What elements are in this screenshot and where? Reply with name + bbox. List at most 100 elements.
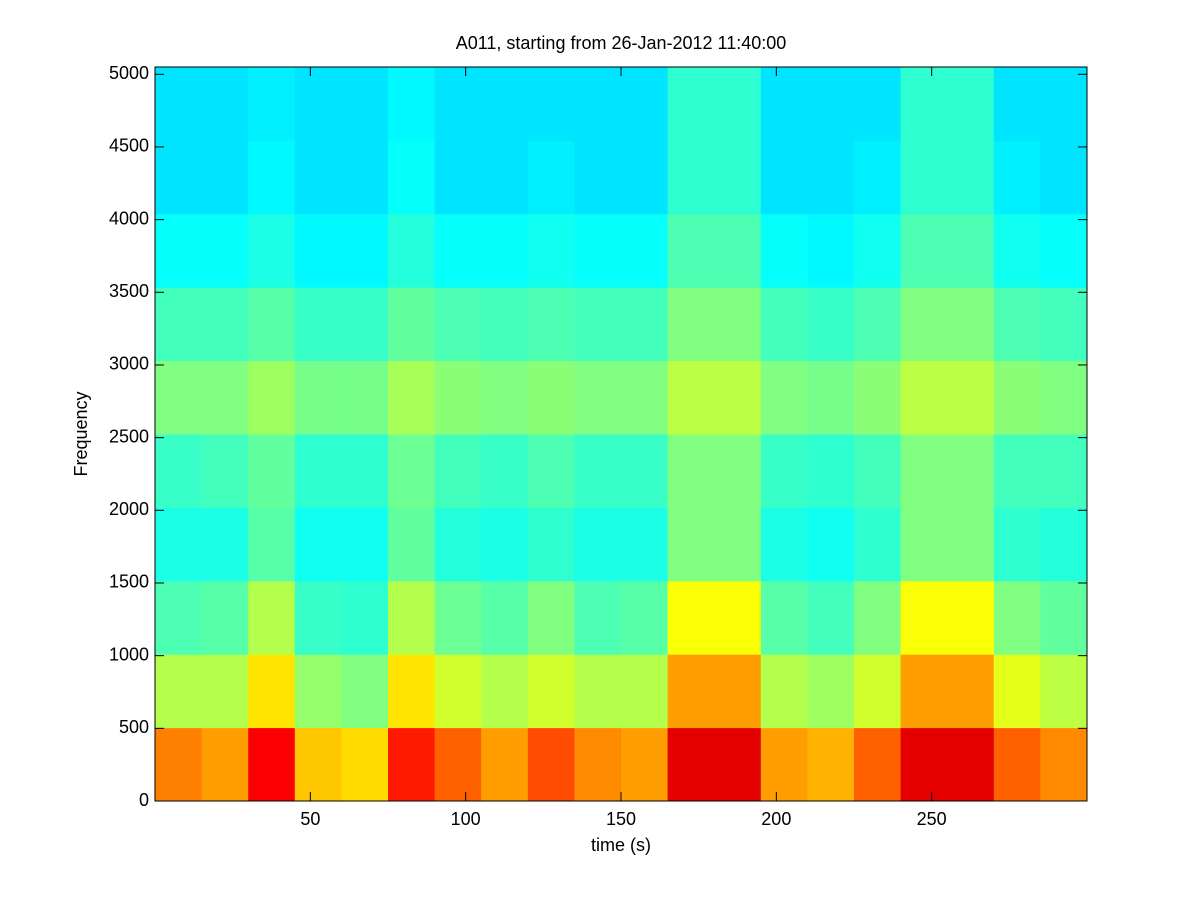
heatmap-cell xyxy=(714,580,762,655)
heatmap-cell xyxy=(854,727,902,802)
chart-title: A011, starting from 26-Jan-2012 11:40:00 xyxy=(456,33,787,53)
heatmap-cell xyxy=(760,287,808,362)
heatmap-cell xyxy=(155,140,203,215)
y-tick-label: 1500 xyxy=(109,572,149,592)
heatmap-cell xyxy=(807,67,855,141)
heatmap-cell xyxy=(993,67,1041,141)
heatmap-cell xyxy=(434,580,482,655)
heatmap-cell xyxy=(434,727,482,802)
heatmap-cell xyxy=(201,213,249,288)
heatmap-cell xyxy=(807,580,855,655)
heatmap-cell xyxy=(248,67,296,141)
heatmap-cell xyxy=(947,360,995,435)
heatmap-cell xyxy=(667,507,715,582)
heatmap-cell xyxy=(434,67,482,141)
heatmap-cell xyxy=(388,140,436,215)
heatmap-cell xyxy=(201,360,249,435)
heatmap-cell xyxy=(854,507,902,582)
heatmap-cell xyxy=(947,654,995,729)
heatmap-cell xyxy=(341,434,389,508)
heatmap-cell xyxy=(574,140,622,215)
heatmap-cell xyxy=(294,140,342,215)
heatmap-cell xyxy=(807,434,855,508)
heatmap-cell xyxy=(807,507,855,582)
heatmap-cell xyxy=(527,580,575,655)
x-tick-label: 200 xyxy=(761,809,791,829)
heatmap-cell xyxy=(1040,507,1088,582)
heatmap-cell xyxy=(527,727,575,802)
heatmap-cell xyxy=(294,213,342,288)
heatmap-cell xyxy=(481,507,529,582)
x-tick-label: 250 xyxy=(917,809,947,829)
heatmap-cell xyxy=(900,140,948,215)
heatmap-cell xyxy=(294,287,342,362)
heatmap-cell xyxy=(388,287,436,362)
heatmap-cell xyxy=(900,580,948,655)
heatmap-cell xyxy=(1040,580,1088,655)
heatmap-cell xyxy=(900,287,948,362)
heatmap-cell xyxy=(201,140,249,215)
heatmap-cell xyxy=(574,287,622,362)
heatmap-cell xyxy=(341,727,389,802)
heatmap-cell xyxy=(388,360,436,435)
heatmap-cell xyxy=(248,213,296,288)
heatmap-cell xyxy=(481,140,529,215)
heatmap-cell xyxy=(900,213,948,288)
heatmap-cell xyxy=(527,654,575,729)
y-tick-label: 5000 xyxy=(109,63,149,83)
heatmap-cell xyxy=(621,654,669,729)
y-axis-label: Frequency xyxy=(71,391,91,476)
heatmap-cell xyxy=(527,507,575,582)
heatmap-cell xyxy=(993,727,1041,802)
heatmap-cell xyxy=(388,727,436,802)
heatmap-cell xyxy=(667,727,715,802)
heatmap-cell xyxy=(714,360,762,435)
heatmap-cell xyxy=(714,140,762,215)
heatmap-cell xyxy=(993,654,1041,729)
heatmap-cell xyxy=(155,360,203,435)
heatmap-cell xyxy=(434,360,482,435)
heatmap-cell xyxy=(714,67,762,141)
heatmap-cell xyxy=(947,140,995,215)
heatmap-cell xyxy=(667,213,715,288)
y-tick-label: 4000 xyxy=(109,208,149,228)
heatmap-cell xyxy=(434,287,482,362)
heatmap-cell xyxy=(341,654,389,729)
heatmap-cell xyxy=(621,287,669,362)
heatmap-cell xyxy=(155,213,203,288)
heatmap-cell xyxy=(947,727,995,802)
heatmap-cell xyxy=(1040,213,1088,288)
heatmap-cell xyxy=(947,287,995,362)
heatmap-cell xyxy=(993,507,1041,582)
heatmap-cell xyxy=(527,140,575,215)
heatmap-cell xyxy=(201,654,249,729)
heatmap-cell xyxy=(621,727,669,802)
heatmap-cell xyxy=(201,727,249,802)
heatmap-cell xyxy=(341,213,389,288)
heatmap-cell xyxy=(388,434,436,508)
heatmap-cell xyxy=(481,213,529,288)
heatmap-cell xyxy=(854,287,902,362)
heatmap-cell xyxy=(760,140,808,215)
heatmap-cell xyxy=(807,287,855,362)
heatmap-cell xyxy=(621,67,669,141)
heatmap-cell xyxy=(807,360,855,435)
heatmap-cell xyxy=(854,434,902,508)
heatmap-cell xyxy=(900,360,948,435)
heatmap-cell xyxy=(714,287,762,362)
heatmap-cell xyxy=(434,654,482,729)
heatmap-cell xyxy=(574,507,622,582)
heatmap-cell xyxy=(574,213,622,288)
heatmap-cell xyxy=(388,654,436,729)
heatmap-cell xyxy=(993,287,1041,362)
heatmap-cell xyxy=(155,67,203,141)
heatmap-cell xyxy=(1040,434,1088,508)
heatmap-cell xyxy=(760,213,808,288)
heatmap-cell xyxy=(434,507,482,582)
heatmap-cell xyxy=(947,213,995,288)
x-tick-label: 150 xyxy=(606,809,636,829)
heatmap-cell xyxy=(574,434,622,508)
heatmap-cell xyxy=(155,654,203,729)
heatmap-cell xyxy=(854,67,902,141)
heatmap-cell xyxy=(993,213,1041,288)
